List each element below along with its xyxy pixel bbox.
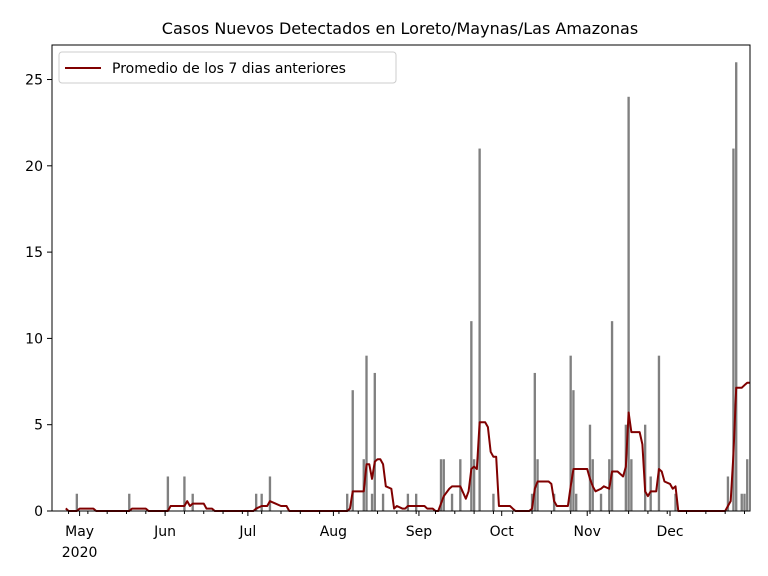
y-tick-label: 0	[34, 504, 43, 520]
bar	[75, 493, 79, 511]
bar	[649, 476, 652, 511]
x-tick-label: Aug	[320, 524, 347, 540]
bar	[260, 493, 263, 511]
bar	[657, 355, 661, 511]
bar	[415, 493, 418, 511]
y-tick-label: 5	[34, 418, 43, 434]
plot-frame	[51, 44, 751, 512]
x-tick-label: Jun	[153, 524, 176, 540]
bar	[732, 148, 735, 511]
x-tick-sublabel: 2020	[62, 545, 98, 561]
bar	[630, 459, 633, 511]
y-tick-label: 10	[25, 331, 43, 347]
legend: Promedio de los 7 dias anteriores	[58, 51, 397, 84]
y-tick-label: 15	[25, 245, 43, 261]
bar	[254, 493, 258, 511]
x-tick-label: Jul	[238, 524, 256, 540]
bar	[746, 459, 749, 511]
bar	[450, 493, 454, 511]
legend-label: Promedio de los 7 dias anteriores	[112, 61, 346, 77]
x-tick-label: Sep	[406, 524, 433, 540]
bar	[459, 459, 462, 511]
bar	[610, 321, 614, 511]
bar	[743, 493, 746, 511]
x-tick-label: Nov	[574, 524, 601, 540]
legend-box	[58, 51, 397, 84]
bar	[569, 355, 572, 511]
axes-layer: 0 5 10 15 20 25 May 2020 Jun Jul Aug Sep Oct Nov Dec	[25, 44, 751, 561]
bar	[351, 390, 354, 511]
x-tick-label: May	[65, 524, 94, 540]
bar	[735, 62, 738, 511]
bar	[492, 493, 495, 511]
bar	[740, 493, 743, 511]
bar	[442, 459, 445, 511]
bar	[588, 424, 592, 511]
bar	[373, 372, 376, 511]
bar	[346, 493, 349, 511]
bar	[166, 476, 170, 511]
bar	[406, 493, 410, 511]
bar	[643, 424, 647, 511]
x-tick-label: Dec	[656, 524, 683, 540]
bar	[726, 476, 730, 511]
bar	[365, 355, 368, 511]
bar	[191, 493, 194, 511]
chart-title: Casos Nuevos Detectados en Loreto/Maynas…	[162, 19, 638, 38]
x-tick-label: Oct	[490, 524, 515, 540]
bar	[381, 493, 385, 511]
bar	[470, 321, 473, 511]
bar	[370, 493, 374, 511]
bar	[572, 390, 575, 511]
bar	[674, 493, 677, 511]
bar	[599, 493, 603, 511]
y-tick-label: 25	[25, 73, 43, 89]
bar	[575, 493, 578, 511]
bar	[478, 148, 481, 511]
bar	[536, 459, 539, 511]
bar	[128, 493, 131, 511]
bar	[472, 459, 476, 511]
bar	[439, 459, 443, 511]
bar	[627, 96, 630, 511]
bar	[533, 372, 536, 511]
y-tick-label: 20	[25, 159, 43, 175]
bar	[268, 476, 272, 511]
bar	[183, 476, 186, 511]
bars-layer	[75, 62, 749, 511]
